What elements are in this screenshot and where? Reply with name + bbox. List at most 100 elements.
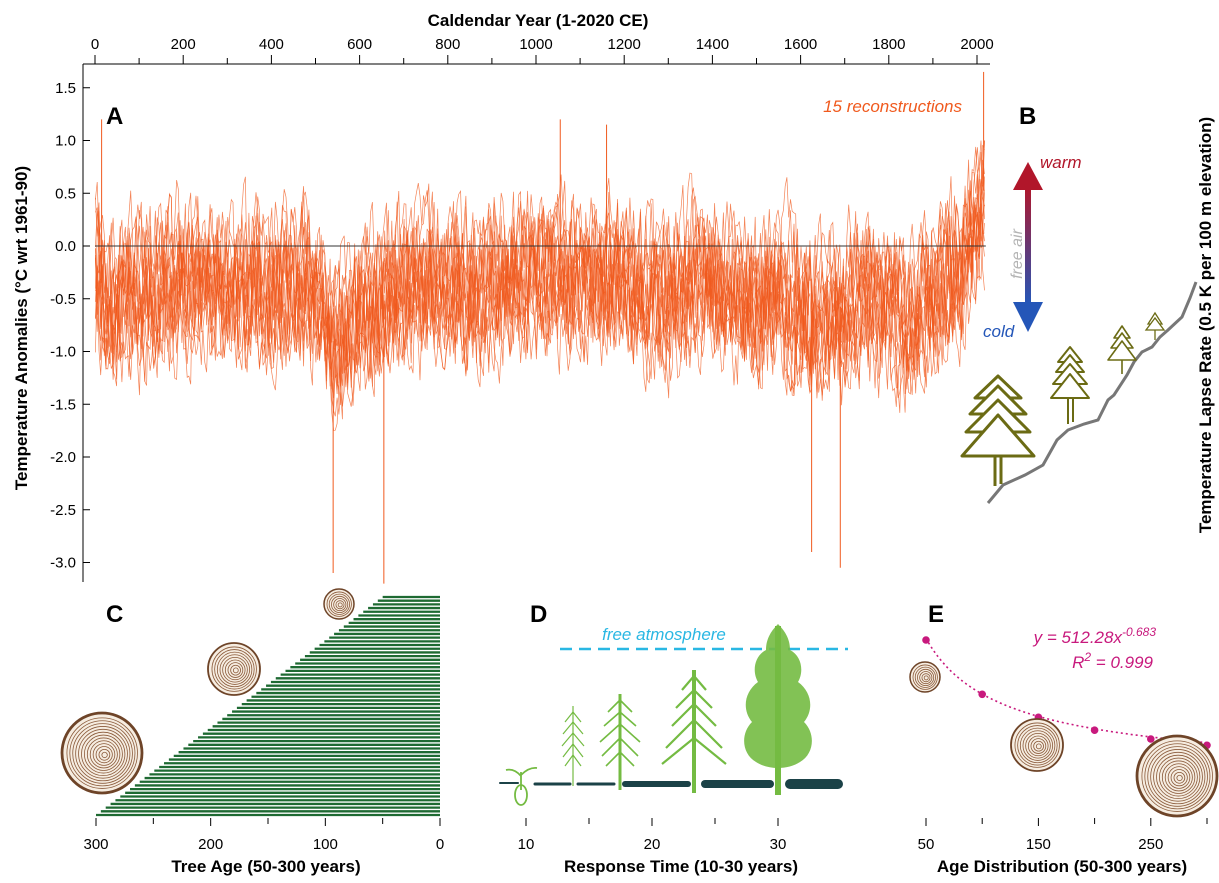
age-distribution-point xyxy=(1090,726,1099,735)
disc-ring xyxy=(224,659,246,681)
disc-ring xyxy=(211,646,257,692)
disc-ring xyxy=(72,723,133,784)
y-tick-label-a: 1.0 xyxy=(55,133,76,150)
warm-label: warm xyxy=(1040,153,1082,172)
y-tick-label-a: 0.5 xyxy=(55,185,76,202)
x-ticks-c: 300 200 100 0 xyxy=(83,818,444,853)
y-tick-label-a: -2.5 xyxy=(50,502,76,519)
disc-ring xyxy=(1025,733,1051,759)
x-tick-label-c: 0 xyxy=(436,836,444,853)
disc-ring xyxy=(1176,774,1183,782)
age-distribution-point xyxy=(978,690,986,699)
x-tick-label-c: 300 xyxy=(83,836,108,853)
large-tree-icon xyxy=(744,624,812,795)
y-tick-label-a: -3.0 xyxy=(50,555,76,572)
large-conifer-icon xyxy=(960,374,1036,486)
disc-ring xyxy=(1161,760,1196,794)
panel-b-letter: B xyxy=(1019,103,1036,130)
warm-arrow-head xyxy=(1013,162,1043,190)
disc-ring xyxy=(1150,749,1206,805)
x-tick-label-d: 20 xyxy=(644,836,661,853)
tree-ring-disc-icon xyxy=(1135,734,1219,818)
disc-ring xyxy=(1167,766,1191,789)
x-axis-title-c: Tree Age (50-300 years) xyxy=(171,857,360,876)
x-tick-label-a: 0 xyxy=(91,36,99,53)
tree-ring-disc-icon xyxy=(323,588,355,620)
disc-ring xyxy=(1014,722,1060,768)
disc-ring xyxy=(1144,743,1211,810)
disc-ring xyxy=(1153,751,1203,802)
disc-ring xyxy=(222,657,248,683)
disc-ring xyxy=(337,602,343,608)
disc-ring xyxy=(1164,763,1193,792)
disc-ring xyxy=(95,746,113,764)
sapling-icon xyxy=(561,706,585,786)
disc-ring xyxy=(335,600,345,610)
panel-d: D free atmosphere xyxy=(499,601,848,876)
panel-d-letter: D xyxy=(530,601,547,628)
disc-ring xyxy=(333,598,347,612)
x-axis-title-e: Age Distribution (50-300 years) xyxy=(937,857,1187,876)
y-axis-title-a: Temperature Anomalies (°C wrt 1961-90) xyxy=(12,166,31,490)
x-tick-label-c: 100 xyxy=(313,836,338,853)
tree-ring-disc-icon xyxy=(60,711,144,795)
tree-ring-disc-icon xyxy=(1010,718,1064,772)
x-tick-label-a: 1400 xyxy=(696,36,729,53)
disc-ring xyxy=(78,728,128,779)
panel-c-letter: C xyxy=(106,601,123,628)
x-tick-label-a: 200 xyxy=(171,36,196,53)
y-axis-title-b: Temperature Lapse Rate (0.5 K per 100 m … xyxy=(1196,117,1215,533)
x-ticks-e: 50 150 250 xyxy=(918,818,1208,853)
disc-ring xyxy=(1159,757,1198,797)
disc-ring xyxy=(98,748,111,761)
disc-ring xyxy=(230,664,241,676)
y-tick-label-a: 0.0 xyxy=(55,238,76,255)
panel-e: E y = 512.28x-0.683 R2 = 0.999 50 150 250 … xyxy=(909,601,1219,876)
power-fit-curve xyxy=(925,637,1208,744)
tree-ring-disc-icon xyxy=(207,642,261,696)
reconstruction-line xyxy=(95,140,985,367)
disc-ring xyxy=(1173,771,1186,784)
equation-exponent: -0.683 xyxy=(1122,625,1156,639)
disc-ring xyxy=(917,668,935,686)
disc-ring xyxy=(1147,746,1208,807)
disc-ring xyxy=(914,666,936,688)
disc-ring xyxy=(1030,738,1047,754)
reconstruction-line xyxy=(95,192,985,392)
tree-ring-discs-e xyxy=(909,661,1219,818)
small-conifer-icon xyxy=(1107,325,1137,374)
cold-label: cold xyxy=(983,322,1015,341)
disc-ring xyxy=(328,593,350,615)
panel-b: B Temperature Lapse Rate (0.5 K per 100 … xyxy=(960,103,1215,533)
panel-a-letter: A xyxy=(106,103,123,130)
r2-value: = 0.999 xyxy=(1091,653,1153,672)
lapse-arrow-shaft xyxy=(1025,186,1031,304)
disc-ring xyxy=(86,737,121,771)
x-tick-label-c: 200 xyxy=(198,836,223,853)
age-distribution-point xyxy=(1147,735,1155,743)
disc-ring xyxy=(216,651,253,688)
disc-ring xyxy=(69,720,136,787)
x-tick-label-d: 10 xyxy=(518,836,535,853)
age-distribution-point xyxy=(922,636,930,644)
tree-age-bars xyxy=(96,595,440,817)
x-tick-label-a: 800 xyxy=(435,36,460,53)
x-tick-label-a: 1800 xyxy=(872,36,905,53)
panel-e-letter: E xyxy=(928,601,944,628)
disc-ring xyxy=(921,673,931,683)
r-squared: R2 = 0.999 xyxy=(1072,650,1153,672)
disc-ring xyxy=(1156,754,1201,800)
age-distribution-points xyxy=(922,636,1211,750)
x-ticks-a: 0 200 400 600 800 1000 1200 1400 1600 1800 2000 xyxy=(91,36,994,64)
disc-ring xyxy=(101,751,108,759)
disc-ring xyxy=(1141,740,1213,812)
disc-ring xyxy=(92,743,116,766)
fit-equation: y = 512.28x-0.683 xyxy=(1033,625,1157,647)
seedling-icon xyxy=(505,766,538,806)
panel-c: C 300 200 100 0 Tree Age (50-300 years) xyxy=(60,588,444,876)
y-tick-label-a: -2.0 xyxy=(50,449,76,466)
mountain-slope xyxy=(986,281,1198,504)
disc-ring xyxy=(81,731,126,777)
disc-ring xyxy=(214,649,255,690)
